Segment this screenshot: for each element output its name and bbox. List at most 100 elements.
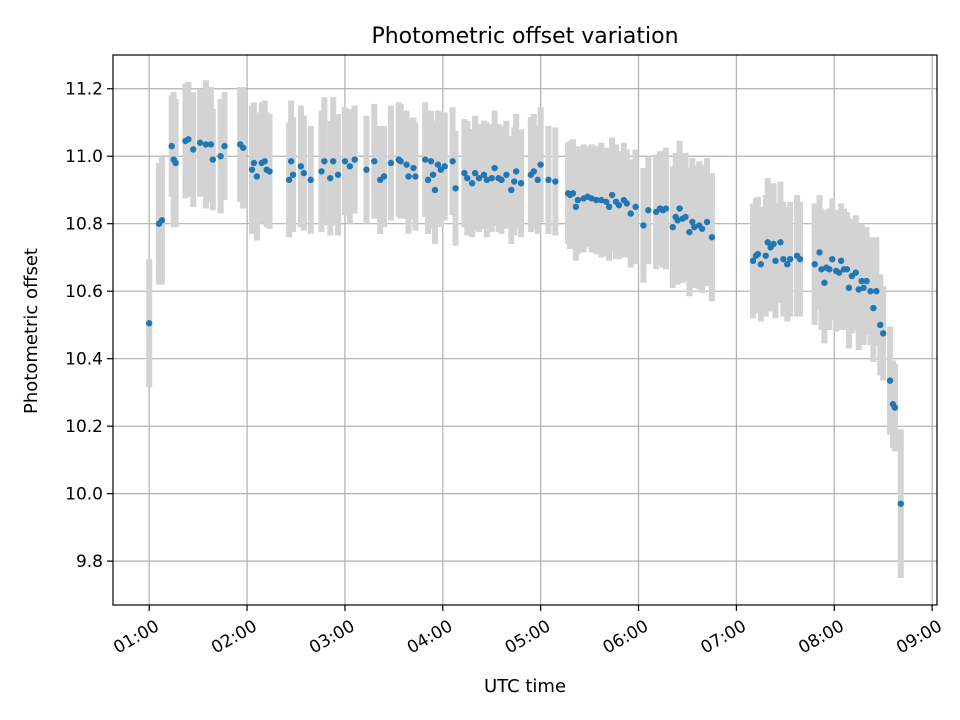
- data-point: [253, 173, 261, 180]
- data-point: [870, 304, 877, 312]
- data-point: [676, 205, 683, 212]
- data-point: [412, 173, 419, 180]
- data-point: [403, 161, 410, 168]
- data-point: [615, 201, 623, 209]
- data-point: [202, 141, 210, 148]
- data-point: [172, 159, 179, 167]
- data-point: [471, 169, 479, 177]
- data-point: [207, 141, 215, 148]
- data-point: [190, 146, 197, 153]
- data-point: [829, 255, 836, 263]
- data-point: [300, 169, 308, 177]
- data-point: [796, 255, 804, 263]
- data-point: [669, 223, 676, 231]
- data-point: [703, 218, 711, 226]
- data-point: [886, 377, 894, 384]
- data-point: [852, 269, 859, 276]
- y-tick-label: 10.6: [65, 282, 103, 302]
- data-point: [261, 158, 268, 165]
- data-point: [449, 158, 456, 165]
- data-point: [146, 320, 153, 327]
- data-point: [380, 173, 388, 180]
- data-point: [877, 321, 884, 329]
- data-point: [530, 168, 538, 175]
- data-point: [818, 266, 825, 273]
- data-point: [780, 255, 787, 263]
- data-point: [552, 178, 559, 185]
- data-point: [387, 159, 395, 167]
- data-point: [682, 213, 689, 221]
- data-point: [508, 186, 515, 194]
- data-point: [397, 158, 404, 165]
- data-point: [431, 186, 439, 194]
- data-point: [196, 139, 204, 146]
- data-point: [784, 261, 791, 268]
- data-point: [287, 158, 295, 165]
- data-point: [427, 158, 435, 165]
- data-point: [762, 252, 769, 259]
- data-point: [858, 277, 865, 285]
- data-point: [572, 203, 580, 211]
- data-point: [605, 203, 613, 211]
- data-point: [891, 404, 899, 411]
- data-point: [498, 176, 505, 184]
- data-point: [217, 153, 224, 160]
- data-point: [185, 136, 192, 143]
- data-point: [757, 261, 765, 268]
- y-axis-label: Photometric offset: [21, 248, 42, 414]
- data-point: [826, 266, 833, 273]
- data-point: [480, 171, 488, 178]
- data-point: [318, 168, 325, 175]
- data-point: [371, 158, 378, 165]
- y-tick-label: 10.0: [65, 485, 103, 505]
- data-point: [772, 257, 779, 265]
- data-point: [603, 198, 610, 205]
- data-point: [545, 176, 552, 184]
- data-point: [503, 171, 510, 178]
- data-point: [537, 161, 544, 168]
- data-points: [146, 136, 904, 507]
- data-point: [873, 287, 880, 295]
- data-point: [351, 156, 358, 163]
- y-tick-label: 10.2: [65, 417, 103, 437]
- data-point: [334, 171, 342, 178]
- data-point: [749, 257, 757, 265]
- data-point: [698, 225, 706, 232]
- y-tick-label: 11.2: [65, 80, 103, 100]
- data-point: [689, 218, 696, 226]
- data-point: [158, 217, 166, 224]
- data-point: [421, 156, 429, 163]
- data-point: [879, 330, 887, 337]
- plot-area-frame: [112, 54, 938, 606]
- data-point: [569, 190, 577, 197]
- data-point: [867, 287, 874, 295]
- data-point: [321, 158, 328, 165]
- data-point: [405, 173, 412, 180]
- data-point: [640, 222, 647, 229]
- data-point: [248, 166, 256, 173]
- data-point: [708, 234, 716, 241]
- data-point: [574, 196, 582, 204]
- data-point: [777, 239, 784, 246]
- data-point: [608, 191, 616, 199]
- data-point: [307, 176, 314, 184]
- data-point: [424, 176, 432, 184]
- y-tick-label: 9.8: [76, 552, 103, 572]
- data-point: [468, 180, 476, 187]
- data-point: [168, 142, 175, 150]
- data-point: [593, 196, 600, 204]
- data-point: [221, 142, 228, 150]
- data-point: [441, 163, 448, 170]
- data-point: [512, 168, 520, 175]
- data-point: [845, 284, 853, 292]
- data-point: [835, 269, 843, 276]
- data-point: [686, 228, 693, 236]
- data-point: [843, 266, 851, 273]
- data-point: [429, 171, 437, 178]
- data-point: [475, 174, 483, 182]
- data-point: [811, 261, 818, 268]
- data-point: [787, 255, 794, 263]
- data-point: [410, 164, 417, 172]
- data-point: [645, 207, 652, 214]
